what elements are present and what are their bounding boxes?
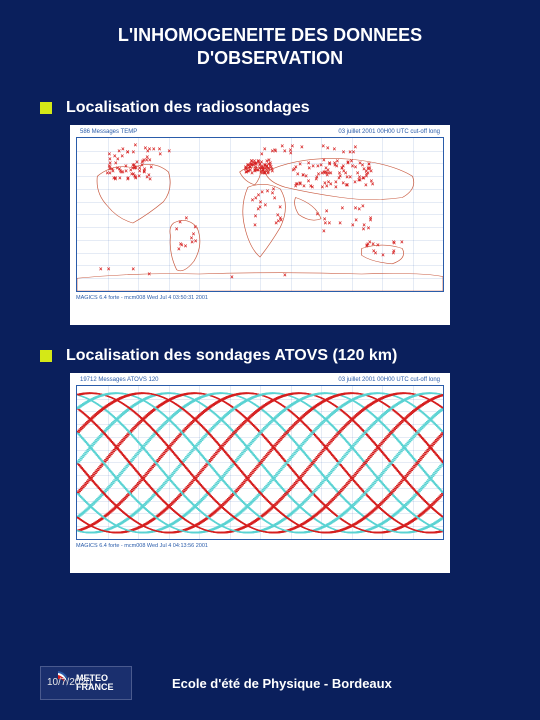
chart-plot — [76, 385, 444, 540]
chart-footer: MAGICS 6.4 forte - mcm008 Wed Jul 4 04:1… — [76, 540, 444, 549]
title-line-2: D'OBSERVATION — [197, 48, 343, 68]
chart-header-left: 19712 Messages ATOVS 120 — [80, 377, 159, 383]
bullet-label: Localisation des radiosondages — [66, 99, 310, 117]
slide: L'INHOMOGENEITE DES DONNEES D'OBSERVATIO… — [0, 0, 540, 720]
bullet-row: Localisation des radiosondages — [40, 99, 500, 117]
chart-radiosondages: 586 Messages TEMP 03 juillet 2001 00H00 … — [70, 125, 450, 325]
scatter-points: ××××××××××××××××××××××××××××××××××××××××… — [77, 138, 443, 291]
chart-atovs: 19712 Messages ATOVS 120 03 juillet 2001… — [70, 373, 450, 573]
chart-header-right: 03 juillet 2001 00H00 UTC cut-off long — [338, 377, 440, 383]
section-radiosondages: Localisation des radiosondages 586 Messa… — [40, 99, 500, 325]
chart-header: 19712 Messages ATOVS 120 03 juillet 2001… — [76, 377, 444, 385]
bullet-icon — [40, 350, 52, 362]
chart-plot: ××××××××××××××××××××××××××××××××××××××××… — [76, 137, 444, 292]
title-line-1: L'INHOMOGENEITE DES DONNEES — [118, 25, 422, 45]
meteo-france-logo: METEO FRANCE 10/7/2020 — [40, 666, 132, 700]
chart-header-right: 03 juillet 2001 00H00 UTC cut-off long — [338, 129, 440, 135]
date-overlay: 10/7/2020 — [47, 677, 92, 688]
bullet-icon — [40, 102, 52, 114]
slide-title: L'INHOMOGENEITE DES DONNEES D'OBSERVATIO… — [40, 24, 500, 71]
chart-footer: MAGICS 6.4 forte - mcm008 Wed Jul 4 03:5… — [76, 292, 444, 301]
bullet-label: Localisation des sondages ATOVS (120 km) — [66, 347, 397, 365]
section-atovs: Localisation des sondages ATOVS (120 km)… — [40, 347, 500, 573]
footer-label: Ecole d'été de Physique - Bordeaux — [172, 676, 392, 691]
chart-header-left: 586 Messages TEMP — [80, 129, 137, 135]
slide-footer: METEO FRANCE 10/7/2020 Ecole d'été de Ph… — [0, 666, 540, 700]
bullet-row: Localisation des sondages ATOVS (120 km) — [40, 347, 500, 365]
chart-header: 586 Messages TEMP 03 juillet 2001 00H00 … — [76, 129, 444, 137]
satellite-swaths — [77, 386, 443, 539]
